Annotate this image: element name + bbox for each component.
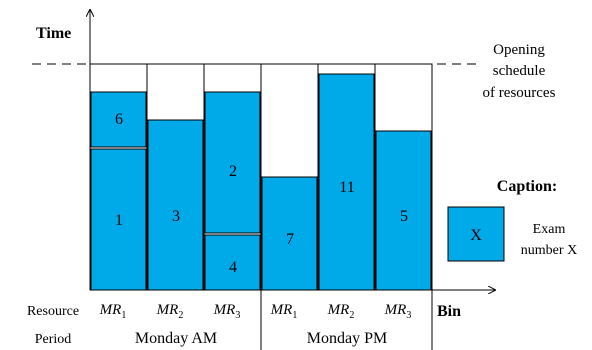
exam-label-11: 11 [339,179,354,196]
exam-block-4 [204,234,261,291]
resource-label: MR2 [156,302,184,321]
exam-label-4: 4 [229,259,237,276]
resource-label: MR1 [99,302,127,321]
y-axis-label: Time [36,25,71,42]
schedule-label-line1: Opening [493,42,545,58]
exam-label-2: 2 [229,163,237,180]
exam-block-5 [375,130,432,291]
exam-label-5: 5 [400,208,408,225]
exam-label-3: 3 [172,208,180,225]
caption-desc-line1: Exam [533,222,566,237]
caption-box-label: X [470,227,482,244]
schedule-label-line3: of resources [483,85,556,101]
schedule-label-line2: schedule [493,63,546,79]
exam-blocks: 1 6 3 4 2 7 11 5 [90,73,432,291]
caption-desc-line2: number X [521,243,577,258]
caption-title: Caption: [497,178,557,195]
x-axis-label: Bin [437,303,461,320]
period-row-label: Period [35,332,72,347]
exam-block-1 [90,148,147,291]
resource-labels: MR1 MR2 MR3 MR1 MR2 MR3 [99,302,412,321]
exam-label-6: 6 [115,111,123,128]
caption-box [447,206,505,262]
resource-label: MR3 [213,302,241,321]
resource-row-label: Resource [27,304,79,319]
exam-block-11 [318,73,375,291]
resource-label: MR2 [327,302,355,321]
period-label-pm: Monday PM [307,330,387,347]
resource-label: MR1 [270,302,298,321]
exam-block-6 [90,91,147,148]
exam-block-2 [204,91,261,234]
exam-label-1: 1 [115,212,123,229]
exam-block-3 [147,119,204,291]
exam-label-7: 7 [286,231,294,248]
resource-label: MR3 [384,302,412,321]
exam-block-7 [261,176,318,291]
period-label-am: Monday AM [135,330,217,347]
